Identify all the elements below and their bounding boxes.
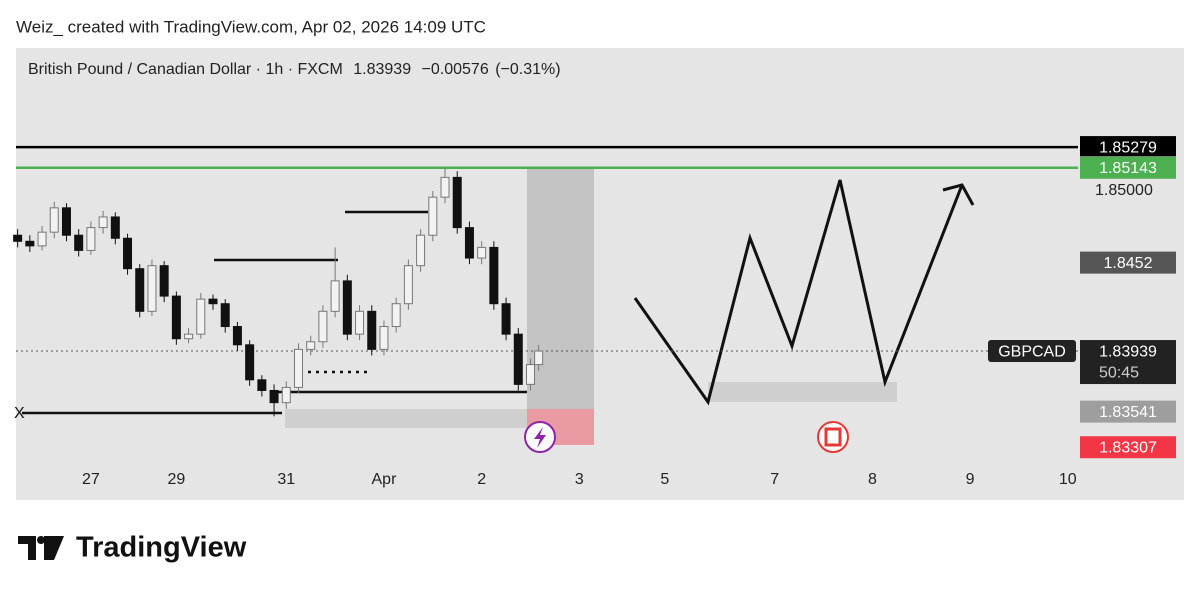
price-label: 1.85143 xyxy=(1099,160,1157,177)
candle-body xyxy=(220,303,230,328)
target-box xyxy=(527,169,594,409)
candle-body xyxy=(171,295,181,340)
flag xyxy=(824,427,842,447)
logo-dot xyxy=(37,536,45,544)
candle-body xyxy=(428,196,438,236)
price-label: 1.83307 xyxy=(1099,439,1157,456)
candle-body xyxy=(403,265,413,305)
candle-body xyxy=(196,298,206,335)
x-tick-label: 29 xyxy=(167,471,185,488)
logo-mark xyxy=(18,536,64,560)
zone xyxy=(708,382,897,402)
candle-body xyxy=(342,280,352,335)
x-tick-label: 5 xyxy=(660,471,669,488)
candle-body xyxy=(355,310,365,335)
zone xyxy=(285,409,527,428)
last-price-label: 1.83939 xyxy=(1099,343,1157,360)
plot xyxy=(16,145,1080,445)
candle-body xyxy=(464,227,474,259)
candle-body xyxy=(306,341,316,350)
x-tick-label: 27 xyxy=(82,471,100,488)
candle-body xyxy=(281,386,291,404)
candle-body xyxy=(61,207,71,236)
x-tick-label: 7 xyxy=(770,471,779,488)
x-tick-label: 3 xyxy=(575,471,584,488)
candle-body xyxy=(525,364,535,385)
x-tick-label: 10 xyxy=(1059,471,1077,488)
candle-body xyxy=(37,231,47,247)
candle-body xyxy=(135,268,145,312)
price-label-box xyxy=(1080,251,1176,274)
candle-body xyxy=(13,234,23,242)
candle-body xyxy=(534,350,544,366)
candle-body xyxy=(25,240,35,247)
x-tick-label: 31 xyxy=(277,471,295,488)
candle-body xyxy=(184,333,194,340)
candle-body xyxy=(513,333,523,385)
candle-body xyxy=(208,298,218,305)
candle-body xyxy=(330,280,340,312)
candle-body xyxy=(452,176,462,229)
brand: TradingView xyxy=(76,532,247,564)
candle-body xyxy=(159,265,169,297)
price-label-box xyxy=(1080,436,1176,459)
candle-body xyxy=(367,310,377,350)
candle-body xyxy=(147,265,157,312)
candle-body xyxy=(49,207,59,233)
change-pct: (−0.31%) xyxy=(495,61,560,78)
x-tick-label: 9 xyxy=(966,471,975,488)
candle-body xyxy=(110,216,120,239)
x-tick-label: 2 xyxy=(477,471,486,488)
price-label-box xyxy=(1080,400,1176,423)
candle-body xyxy=(269,389,279,404)
arrow-head xyxy=(942,183,975,206)
change: −0.00576 xyxy=(422,61,489,78)
attribution: Weiz_ created with TradingView.com, Apr … xyxy=(16,17,486,36)
candle-body xyxy=(477,246,487,259)
price-label: 1.85279 xyxy=(1099,139,1157,156)
countdown: 50:45 xyxy=(1099,364,1139,381)
last-price-box xyxy=(1080,340,1176,385)
candle-body xyxy=(123,237,133,270)
candle-body xyxy=(74,234,84,251)
symbol-box xyxy=(988,340,1076,363)
logo: TradingView xyxy=(18,532,247,564)
candle-body xyxy=(501,303,511,335)
instrument: British Pound / Canadian Dollar · 1h · F… xyxy=(28,61,343,78)
marker: X xyxy=(14,405,25,422)
candle-body xyxy=(98,216,108,229)
candle-body xyxy=(379,326,389,350)
last-price: 1.83939 xyxy=(353,61,411,78)
candle-body xyxy=(416,234,426,267)
candle-body xyxy=(318,310,328,343)
price-label: 1.8452 xyxy=(1104,255,1153,272)
candle-body xyxy=(245,344,255,381)
chart-panel xyxy=(16,48,1184,500)
candle-body xyxy=(86,227,96,251)
price-label-box xyxy=(1080,156,1176,179)
x-tick-label: 8 xyxy=(868,471,877,488)
symbol-label: GBPCAD xyxy=(998,343,1066,360)
candle-body xyxy=(257,379,267,391)
x-tick-label: Apr xyxy=(372,471,398,488)
candle-body xyxy=(391,303,401,328)
lightning xyxy=(534,427,546,448)
projection xyxy=(633,179,964,406)
candle-body xyxy=(489,246,499,305)
legend: British Pound / Canadian Dollar · 1h · F… xyxy=(28,61,561,78)
candle-body xyxy=(232,326,242,346)
price-label-box xyxy=(1080,136,1176,159)
candle-body xyxy=(440,176,450,198)
candle-body xyxy=(293,348,303,388)
y-tick-label: 1.85000 xyxy=(1095,182,1153,199)
price-label: 1.83541 xyxy=(1099,404,1157,421)
